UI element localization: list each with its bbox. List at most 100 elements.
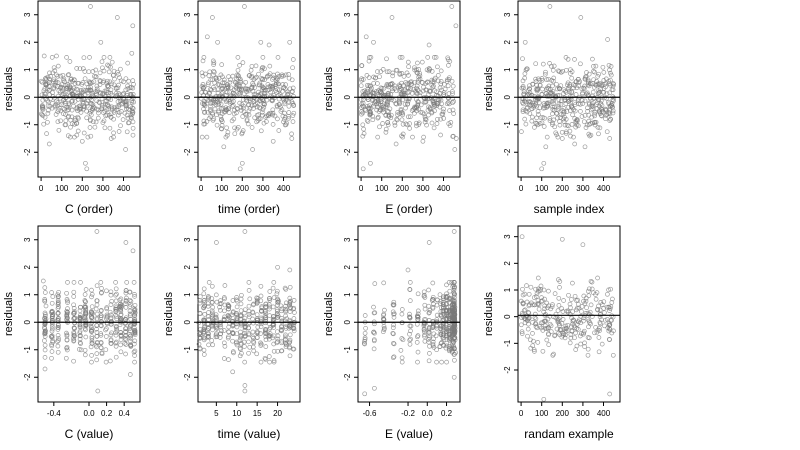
- residual-point: [555, 134, 561, 140]
- residual-point: [606, 304, 612, 310]
- residual-point: [449, 313, 455, 319]
- residual-point: [362, 91, 368, 97]
- residual-point: [226, 106, 232, 112]
- residual-point: [71, 316, 77, 321]
- residual-point: [291, 110, 297, 116]
- x-tick-label: 400: [437, 184, 451, 193]
- residual-point: [608, 116, 613, 122]
- residual-point: [446, 101, 452, 107]
- residual-point: [53, 112, 59, 117]
- residual-point: [95, 107, 101, 113]
- residual-point: [251, 348, 257, 354]
- residual-point: [430, 341, 436, 347]
- residual-point: [84, 87, 90, 93]
- residual-point: [520, 107, 526, 113]
- residual-point: [371, 74, 376, 80]
- plot-frame: [37, 0, 141, 178]
- residual-point: [201, 326, 207, 332]
- residual-point: [123, 240, 129, 245]
- residual-point: [64, 330, 69, 336]
- residual-point: [567, 340, 573, 346]
- residual-point: [611, 98, 616, 104]
- residual-point: [41, 88, 47, 94]
- residual-point: [408, 86, 414, 92]
- residual-point: [400, 134, 406, 140]
- x-axis-label: randam example: [524, 427, 614, 441]
- residual-point: [546, 288, 551, 294]
- residual-point: [84, 101, 90, 106]
- residual-point: [39, 104, 45, 110]
- residual-point: [71, 311, 76, 316]
- residual-point: [368, 55, 374, 60]
- residual-point: [118, 307, 124, 313]
- residual-point: [570, 112, 575, 118]
- residual-point: [415, 333, 421, 338]
- residual-point: [568, 335, 574, 341]
- residual-point: [71, 305, 77, 311]
- residual-point: [444, 282, 449, 288]
- residual-point: [213, 102, 219, 107]
- residual-point: [535, 109, 541, 114]
- residual-point: [452, 301, 457, 307]
- residual-point: [82, 299, 88, 304]
- residual-point: [381, 316, 386, 322]
- residual-point: [607, 326, 612, 331]
- residual-point: [63, 355, 69, 361]
- residual-point: [85, 98, 91, 104]
- residual-point: [430, 294, 436, 300]
- residual-point: [107, 309, 113, 315]
- residual-point: [590, 81, 595, 86]
- residual-point: [524, 283, 529, 288]
- residual-point: [115, 69, 120, 75]
- residual-point: [94, 229, 100, 234]
- y-tick-label: -1: [183, 121, 192, 129]
- residual-point: [410, 134, 415, 140]
- residual-point: [583, 125, 589, 130]
- residual-point: [209, 308, 215, 314]
- residual-point: [386, 114, 392, 119]
- residual-point: [383, 129, 389, 135]
- residual-point: [534, 291, 540, 296]
- residual-point: [274, 288, 280, 294]
- x-tick-label: 300: [416, 184, 430, 193]
- residual-point: [74, 121, 79, 126]
- residual-point: [591, 69, 596, 74]
- residual-point: [105, 83, 111, 88]
- residual-point: [74, 105, 80, 111]
- residual-point: [58, 73, 63, 79]
- residual-point: [267, 313, 272, 318]
- residual-point: [49, 308, 55, 314]
- x-axis-label: C (value): [65, 427, 114, 441]
- residual-point: [563, 101, 569, 106]
- residual-point: [203, 96, 209, 101]
- residual-point: [109, 81, 115, 87]
- residual-point: [386, 90, 391, 96]
- residual-point: [426, 112, 431, 118]
- residual-point: [414, 70, 420, 75]
- residual-point: [423, 117, 429, 123]
- residual-point: [123, 305, 129, 310]
- residual-point: [262, 102, 267, 107]
- residual-point: [559, 236, 565, 242]
- residual-point: [374, 101, 380, 107]
- residual-point: [590, 106, 595, 112]
- residual-point: [275, 348, 281, 354]
- residual-point: [254, 312, 260, 318]
- residual-point: [219, 126, 225, 132]
- residual-point: [55, 93, 61, 99]
- residual-point: [89, 292, 95, 297]
- residual-point: [544, 337, 550, 343]
- residual-point: [568, 305, 573, 310]
- residual-point: [95, 115, 101, 121]
- residual-point: [205, 303, 211, 309]
- residual-point: [291, 305, 297, 311]
- residual-point: [540, 348, 546, 354]
- residual-point: [94, 302, 100, 308]
- x-tick-label: 0.0: [422, 409, 434, 418]
- residual-point: [582, 98, 588, 104]
- residual-point: [278, 104, 283, 110]
- residual-point: [518, 322, 524, 328]
- residual-point: [425, 55, 431, 60]
- residual-point: [530, 343, 536, 349]
- residual-point: [438, 81, 444, 87]
